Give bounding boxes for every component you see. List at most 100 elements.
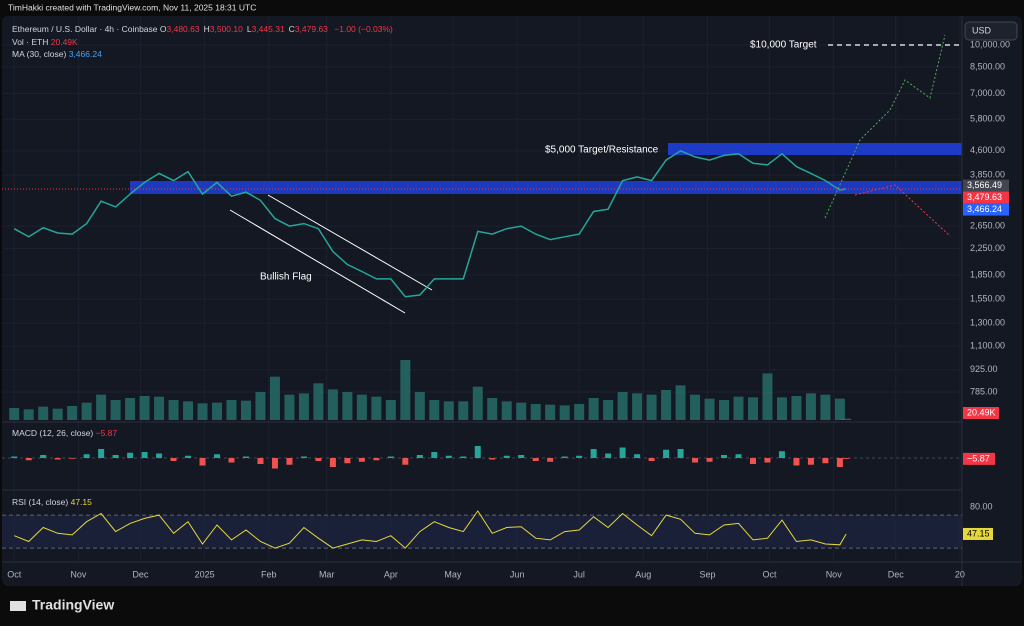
volume-bar: [154, 396, 165, 420]
volume-bar: [371, 396, 382, 420]
volume-bar: [212, 402, 223, 420]
currency-button[interactable]: [964, 21, 1018, 41]
volume-bar: [458, 401, 469, 420]
volume-bar: [841, 418, 852, 420]
volume-bar: [168, 400, 179, 420]
volume-bar: [414, 392, 425, 420]
y-tick-label: 785.00: [970, 387, 998, 397]
annotation: Bullish Flag: [260, 272, 312, 283]
annotation: $10,000 Target: [750, 40, 817, 51]
macd-bar: [547, 458, 554, 462]
y-tick-label: 7,000.00: [970, 88, 1005, 98]
ohlc-value: 3,445.31: [251, 24, 285, 34]
volume-bar: [443, 401, 454, 420]
macd-bar: [518, 455, 525, 458]
macd-bar: [431, 452, 438, 458]
price-label-box: [963, 179, 1009, 192]
price-label: 3,566.49: [967, 180, 1002, 190]
macd-bar: [286, 458, 293, 465]
volume-bar: [240, 400, 251, 420]
volume-bar: [559, 405, 570, 420]
volume-bar: [805, 393, 816, 420]
ohlc-value: 3,480.63: [166, 24, 200, 34]
macd-bar: [257, 458, 264, 464]
y-tick-label: 1,100.00: [970, 340, 1005, 350]
legend-volume: Vol · ETH 20.49K: [12, 37, 78, 47]
volume-bar: [429, 400, 440, 420]
volume-bar: [603, 400, 614, 420]
macd-bar: [402, 458, 409, 465]
currency[interactable]: USD: [972, 25, 992, 35]
y-tick-label: 4,600.00: [970, 145, 1005, 155]
volume-bar: [269, 376, 280, 420]
volume-label: 20.49K: [967, 407, 996, 417]
volume-bar: [298, 393, 309, 420]
volume-bar: [791, 396, 802, 420]
macd-label: −5.87: [967, 453, 990, 463]
macd-bar: [474, 446, 481, 458]
macd-bar: [692, 458, 699, 463]
macd-bar: [532, 458, 539, 461]
label: RSI (14, close): [12, 497, 69, 507]
volume-bar: [96, 394, 107, 420]
ohlc-key: H: [203, 24, 210, 34]
macd-bar: [199, 458, 206, 466]
macd-bar: [25, 458, 32, 461]
volume-bar: [501, 401, 512, 420]
y-tick-label: 925.00: [970, 364, 998, 374]
volume-bar: [632, 393, 643, 420]
x-tick-label: 20: [955, 569, 965, 579]
macd-bar: [793, 458, 800, 466]
volume-bar: [52, 408, 63, 420]
volume-bar: [487, 398, 498, 420]
volume-bar: [23, 409, 34, 420]
legend-macd: MACD (12, 26, close) −5.87: [12, 428, 117, 438]
macd-bar: [749, 458, 756, 464]
ohlc-key: C: [288, 24, 295, 34]
x-tick-label: Oct: [763, 569, 778, 579]
x-tick-label: Jul: [573, 569, 585, 579]
volume-bar: [183, 401, 194, 420]
ohlc-value: 3,479.63: [294, 24, 328, 34]
volume-bar: [762, 373, 773, 420]
macd-bar: [185, 455, 192, 458]
macd-bar: [214, 454, 221, 458]
macd-bar: [576, 455, 583, 458]
volume-bar: [617, 392, 628, 420]
change: −1.00 (−0.03%): [334, 24, 393, 34]
macd-bar: [619, 447, 626, 458]
y-tick-label: 1,300.00: [970, 318, 1005, 328]
volume-bar: [472, 386, 483, 420]
macd-bar: [605, 453, 612, 458]
macd-bar: [11, 456, 18, 458]
x-tick-label: Oct: [7, 569, 22, 579]
macd-bar: [807, 458, 814, 465]
volume-bar: [400, 360, 411, 420]
volume-bar: [516, 402, 527, 420]
rsi-line: [14, 510, 847, 549]
macd-bar: [503, 455, 510, 458]
symbol: Ethereum / U.S. Dollar · 4h · Coinbase: [12, 24, 158, 34]
volume-bar: [385, 400, 396, 420]
ohlc: O3,480.63 H3,500.10 L3,445.31 C3,479.63: [160, 24, 332, 34]
macd-bar: [648, 458, 655, 461]
label: Vol · ETH: [12, 37, 49, 47]
volume-bar: [356, 394, 367, 420]
volume-label-box: [963, 407, 999, 419]
macd-bar: [836, 458, 843, 467]
macd-bar: [561, 456, 568, 458]
macd-bar: [228, 458, 235, 463]
macd-bar: [300, 456, 307, 458]
volume-bar: [313, 383, 324, 420]
rsi-tick-label: 80.00: [970, 501, 993, 511]
logo: TradingView: [32, 597, 114, 613]
volume-bar: [661, 390, 672, 420]
y-tick-label: 8,500.00: [970, 61, 1005, 71]
macd-bar: [634, 454, 641, 458]
ohlc-value: 3,500.10: [209, 24, 243, 34]
legend-ma: MA (30, close) 3,466.24: [12, 49, 102, 59]
y-tick-label: 2,650.00: [970, 220, 1005, 230]
macd-bar: [170, 458, 177, 461]
value: −5.87: [95, 428, 118, 438]
